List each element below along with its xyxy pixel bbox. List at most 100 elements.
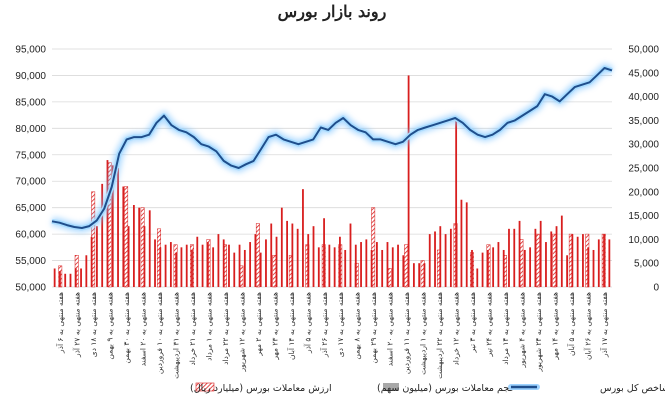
volume-bar — [127, 226, 130, 287]
volume-bar — [460, 199, 463, 287]
left-tick-label: 90,000 — [15, 71, 46, 82]
x-tick-label: هفته منتهی به ۸ بهمن — [353, 292, 362, 360]
volume-bar — [412, 263, 415, 287]
volume-bar — [360, 242, 362, 287]
volume-bar — [328, 244, 331, 287]
volume-bar — [111, 165, 114, 287]
volume-bar — [597, 239, 600, 287]
right-tick-label: 45,000 — [628, 68, 659, 79]
volume-bar — [191, 249, 193, 287]
x-tick-label: هفته منتهی به ۲۷ آذر — [72, 292, 82, 358]
volume-bar — [291, 223, 294, 287]
x-tick-label: هفته منتهی به ۲۰ اسفند — [386, 292, 395, 366]
value-bar — [404, 244, 409, 288]
value-bar — [371, 207, 376, 288]
volume-bar — [476, 268, 479, 287]
right-tick-label: 15,000 — [628, 211, 659, 222]
volume-bar — [96, 226, 98, 287]
left-tick-label: 65,000 — [15, 203, 46, 214]
volume-bar — [592, 249, 595, 287]
right-tick-label: 35,000 — [628, 116, 659, 127]
index-line-halo — [51, 65, 613, 231]
volume-bar — [354, 244, 357, 287]
legend-item-value: ارزش معاملات بورس (میلیارد ریال) — [190, 382, 332, 394]
volume-bar — [555, 226, 558, 287]
volume-bar — [333, 247, 336, 287]
volume-bar — [164, 244, 167, 287]
x-tick-label: هفته منتهی به ۱۲ شهریور — [237, 292, 246, 373]
index-line-glow — [51, 63, 614, 233]
volume-bar — [571, 234, 574, 287]
volume-bar — [185, 244, 188, 287]
volume-bar — [132, 205, 135, 287]
volume-bar — [323, 218, 325, 287]
left-axis-ticks: 50,000 55,000 60,000 65,000 70,000 75,000 80,0… — [15, 45, 46, 294]
volume-bar — [64, 273, 67, 287]
volume-bar — [196, 236, 199, 287]
x-tick-label: هفته منتهی به ۱۰ فروردین — [155, 292, 164, 374]
chart-title: روند بازار بورس — [278, 2, 387, 22]
x-axis-labels: هفته منتهی به ۶ آذر هفته منتهی به ۲۷ آذر ه… — [55, 292, 609, 379]
left-tick-label: 50,000 — [15, 283, 46, 294]
x-tick-label: هفته منتهی به ۳ تیر — [468, 292, 477, 353]
volume-bar — [407, 75, 410, 287]
volume-bar — [502, 249, 505, 287]
volume-bar — [180, 247, 183, 287]
volume-bar — [85, 255, 88, 287]
left-tick-label: 60,000 — [15, 230, 46, 241]
x-tick-label: هفته منتهی به ۲۳ مهر — [270, 292, 279, 361]
volume-bar — [428, 234, 431, 287]
volume-bars — [53, 75, 611, 287]
volume-bar — [59, 271, 61, 287]
volume-bar — [270, 223, 273, 287]
x-tick-label: هفته منتهی به ۵ آبان — [566, 292, 576, 356]
volume-bar — [529, 247, 532, 287]
volume-bar — [175, 252, 178, 287]
left-tick-label: 80,000 — [15, 124, 46, 135]
volume-bar — [286, 220, 288, 287]
right-tick-label: 25,000 — [628, 164, 659, 175]
volume-bar — [106, 160, 109, 287]
x-tick-label: هفته منتهی به ۱۴ مرداد — [501, 292, 510, 365]
volume-bar — [518, 220, 521, 287]
volume-bar — [486, 249, 489, 287]
left-tick-label: 85,000 — [15, 97, 46, 108]
volume-bar — [212, 247, 215, 287]
right-tick-label: 50,000 — [628, 45, 659, 56]
volume-bar — [90, 236, 93, 287]
x-tick-label: هفته منتهی به ۹ بهمن — [106, 292, 115, 360]
volume-bar — [143, 226, 146, 287]
volume-bar — [439, 226, 442, 287]
volume-bar — [80, 268, 82, 287]
volume-bar — [444, 234, 447, 287]
x-tick-label: هفته منتهی به ۲۶ آبان — [582, 292, 592, 360]
volume-bar — [534, 228, 537, 287]
right-tick-label: 10,000 — [628, 235, 659, 246]
volume-bar — [434, 231, 436, 287]
volume-bar — [317, 247, 320, 287]
x-tick-label: هفته منتهی به ۲ مهر — [254, 292, 263, 357]
volume-bar — [370, 249, 373, 287]
volume-bar — [471, 249, 473, 287]
value-bar — [272, 255, 277, 288]
volume-bar — [481, 252, 484, 287]
volume-bar — [603, 234, 605, 287]
volume-bar — [233, 252, 236, 287]
x-tick-label: هفته منتهی به ۱۷ دی — [336, 292, 345, 357]
volume-bar — [312, 226, 315, 287]
legend: ارزش معاملات بورس (میلیارد ریال) حجم معا… — [190, 382, 665, 394]
volume-bar — [455, 117, 458, 287]
volume-bar — [169, 242, 172, 287]
volume-bar — [201, 244, 204, 287]
volume-bar — [238, 244, 241, 287]
volume-bar — [397, 244, 399, 287]
volume-bar — [344, 249, 347, 287]
volume-bar — [296, 228, 299, 287]
right-tick-label: 40,000 — [628, 92, 659, 103]
right-tick-label: 30,000 — [628, 140, 659, 151]
value-bar — [535, 233, 540, 288]
volume-bar — [159, 247, 162, 287]
volume-bar — [550, 231, 553, 287]
volume-bar — [386, 242, 389, 287]
